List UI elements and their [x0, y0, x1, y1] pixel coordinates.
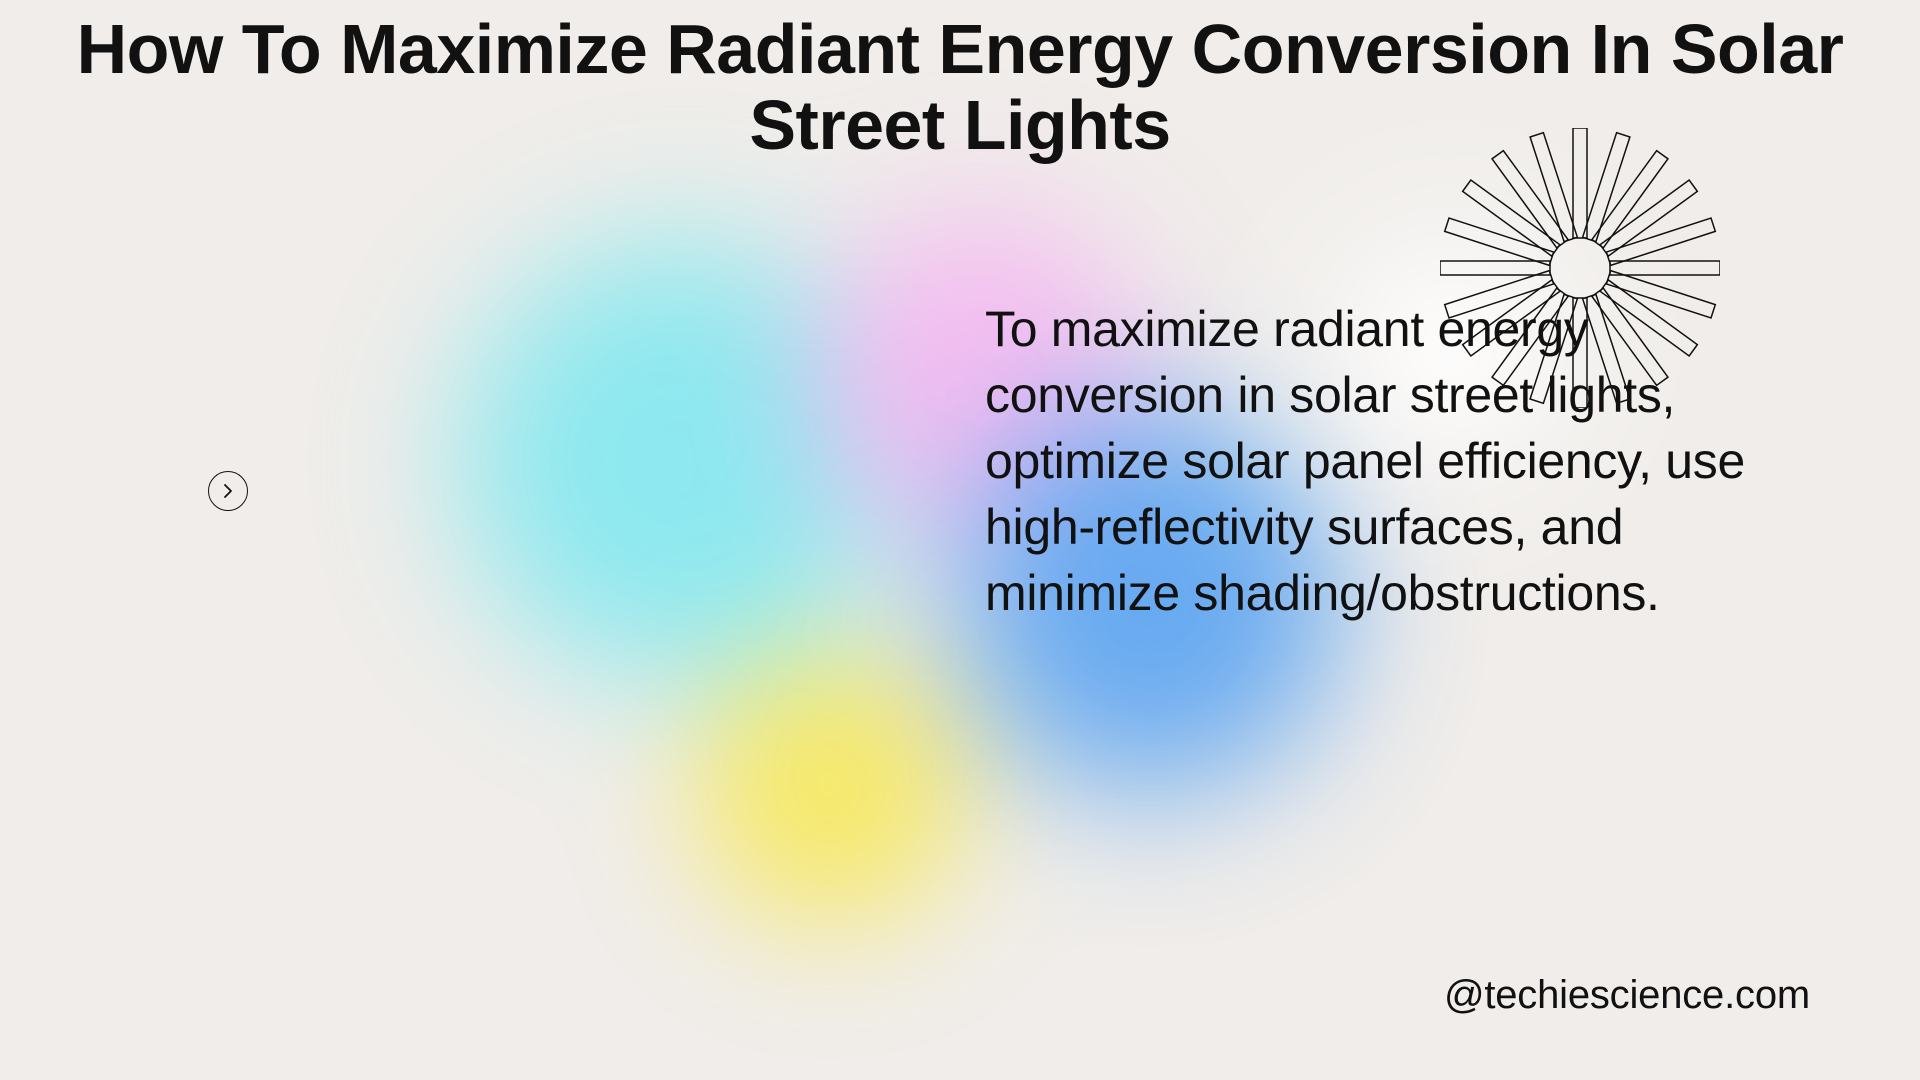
footer-attribution: @techiescience.com	[1444, 973, 1810, 1018]
body-text: To maximize radiant energy conversion in…	[985, 296, 1775, 626]
blob-yellow	[660, 620, 1000, 960]
page-title: How To Maximize Radiant Energy Conversio…	[50, 12, 1870, 163]
blob-cyan	[348, 128, 1012, 792]
chevron-right-icon	[222, 483, 234, 499]
next-button[interactable]	[208, 471, 248, 511]
